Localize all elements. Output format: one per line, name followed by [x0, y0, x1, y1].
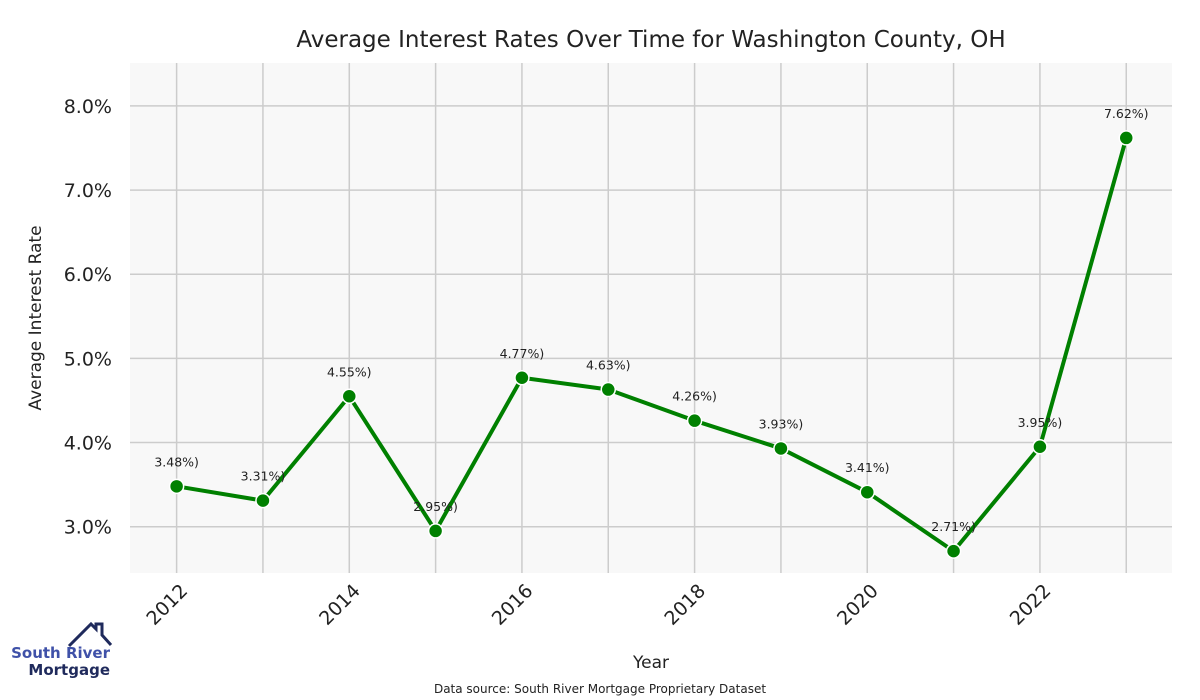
data-label: 4.63%): [586, 358, 631, 373]
data-label: 2.95%): [413, 499, 458, 514]
house-roof-icon: [67, 621, 113, 648]
logo-line1: South River: [11, 644, 111, 662]
plot-area: [130, 63, 1172, 573]
data-point: [168, 478, 185, 495]
data-point: [427, 523, 444, 539]
data-source-note: Data source: South River Mortgage Propri…: [434, 682, 766, 696]
data-label: 7.62%): [1104, 106, 1149, 121]
data-label: 3.93%): [759, 416, 804, 431]
y-tick-label: 4.0%: [64, 433, 112, 455]
chart-title: Average Interest Rates Over Time for Was…: [296, 27, 1005, 53]
y-ticks: 3.0% 4.0% 5.0% 6.0% 7.0% 8.0%: [64, 96, 112, 539]
data-label: 3.48%): [154, 454, 199, 469]
data-label: 4.55%): [327, 364, 372, 379]
data-label: 3.31%): [241, 469, 286, 484]
x-ticks: 2012 2014 2016 2018 2020 2022: [142, 580, 1055, 630]
data-point: [686, 412, 703, 429]
data-point: [773, 440, 789, 457]
data-label: 3.41%): [845, 460, 890, 475]
grid: [130, 63, 1172, 573]
data-point: [255, 492, 271, 509]
x-axis-label: Year: [632, 653, 669, 673]
y-tick-label: 7.0%: [64, 180, 112, 202]
data-label: 4.26%): [672, 389, 717, 404]
y-tick-label: 8.0%: [64, 96, 112, 118]
x-tick-label: 2022: [1006, 580, 1056, 630]
data-point: [1118, 130, 1134, 146]
south-river-mortgage-logo: South River Mortgage: [11, 621, 113, 679]
logo-line2: Mortgage: [28, 661, 110, 679]
series-line: [176, 137, 1129, 554]
data-label: 3.95%): [1018, 415, 1063, 430]
data-labels: 3.48%) 3.31%) 4.55%) 2.95%) 4.77%) 4.63%) 4.26…: [154, 106, 1148, 534]
y-axis-label: Average Interest Rate: [26, 225, 46, 410]
y-tick-label: 3.0%: [64, 517, 112, 539]
data-point: [859, 484, 876, 500]
data-point: [341, 388, 358, 405]
data-point: [945, 543, 962, 559]
x-tick-label: 2016: [488, 580, 538, 630]
data-label: 2.71%): [931, 519, 976, 534]
y-tick-label: 5.0%: [64, 348, 112, 370]
x-tick-label: 2012: [142, 580, 192, 630]
x-tick-label: 2018: [660, 580, 710, 630]
data-point: [600, 381, 617, 398]
x-tick-label: 2014: [315, 580, 365, 630]
x-tick-label: 2020: [833, 580, 883, 630]
y-tick-label: 6.0%: [64, 264, 112, 286]
data-point: [514, 370, 530, 386]
data-point: [1032, 439, 1048, 455]
data-points: [168, 130, 1134, 559]
data-label: 4.77%): [500, 346, 545, 361]
